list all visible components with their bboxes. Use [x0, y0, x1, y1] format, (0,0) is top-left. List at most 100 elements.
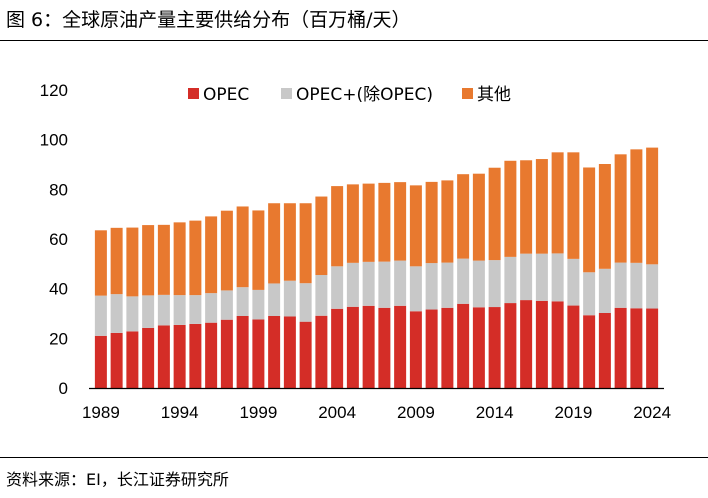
bottom-rule	[0, 457, 708, 458]
bar-segment-opec-2008	[394, 305, 407, 388]
bar-segment-opec-2019	[567, 305, 580, 388]
bar-segment-opec-2013	[472, 307, 485, 388]
bar-segment-other-2015	[504, 160, 517, 257]
bar-segment-opec-plus-2024	[646, 264, 659, 309]
x-tick-label: 2014	[476, 403, 514, 422]
bar-segment-opec-plus-2000	[268, 283, 281, 316]
bar-segment-opec-plus-2015	[504, 256, 517, 304]
x-tick-label: 2024	[633, 403, 671, 422]
bar-segment-other-2006	[362, 183, 375, 262]
bar-segment-opec-2023	[630, 308, 643, 388]
bar-segment-opec-plus-2023	[630, 262, 643, 309]
bar-segment-other-2011	[441, 180, 454, 263]
y-tick-label: 120	[40, 81, 68, 100]
x-tick-label: 1994	[161, 403, 199, 422]
bar-segment-opec-plus-2009	[409, 266, 422, 312]
bar-segment-other-1996	[205, 216, 218, 294]
bar-segment-opec-plus-2002	[299, 283, 312, 322]
bar-segment-other-2004	[331, 186, 344, 267]
x-axis-ticks: 1989 1994 1999 2004 2009 2014 2019 2024	[82, 403, 671, 422]
bar-segment-other-2022	[614, 154, 627, 263]
bar-segment-opec-2002	[299, 321, 312, 388]
bar-segment-other-1990	[110, 227, 123, 295]
bar-segment-opec-2024	[646, 308, 659, 388]
bar-segment-other-2012	[457, 174, 470, 259]
bar-segment-opec-2005	[346, 306, 359, 388]
bar-segment-opec-plus-1993	[157, 294, 170, 326]
bar-segment-other-2001	[283, 203, 296, 281]
legend-label-opec-plus: OPEC+(除OPEC)	[296, 85, 433, 105]
bar-segment-opec-plus-1998	[236, 287, 249, 316]
bar-segment-opec-plus-2011	[441, 262, 454, 308]
bar-segment-other-2007	[378, 182, 391, 262]
bar-segment-opec-2020	[583, 315, 596, 388]
bar-segment-opec-plus-2001	[283, 280, 296, 317]
y-tick-label: 20	[49, 329, 68, 348]
bar-segment-opec-plus-2013	[472, 260, 485, 308]
bar-segment-opec-plus-2012	[457, 258, 470, 304]
bar-segment-opec-2018	[551, 301, 564, 388]
bar-segment-opec-1998	[236, 315, 249, 388]
bar-segment-other-2000	[268, 203, 281, 284]
bar-segment-opec-plus-2018	[551, 253, 564, 302]
bar-segment-other-2008	[394, 182, 407, 261]
bar-segment-opec-1994	[173, 324, 186, 388]
bar-segment-other-2023	[630, 149, 643, 263]
bar-segment-opec-plus-2019	[567, 258, 580, 306]
bar-segment-opec-1990	[110, 332, 123, 388]
bar-segment-opec-plus-2004	[331, 266, 344, 309]
bar-segment-other-2019	[567, 152, 580, 259]
bar-segment-opec-plus-2016	[520, 253, 533, 301]
bar-segment-opec-2003	[315, 315, 328, 388]
bar-segment-other-1998	[236, 206, 249, 288]
bar-segment-other-1999	[252, 210, 265, 290]
x-tick-label: 2004	[318, 403, 356, 422]
x-tick-label: 2019	[554, 403, 592, 422]
bar-segment-other-2021	[598, 164, 611, 269]
bar-group	[94, 147, 659, 388]
bar-segment-opec-1999	[252, 319, 265, 388]
bar-segment-opec-plus-2014	[488, 260, 501, 308]
bar-segment-opec-plus-1996	[205, 293, 218, 323]
bar-segment-opec-2016	[520, 300, 533, 388]
bar-segment-opec-2022	[614, 307, 627, 388]
bar-segment-other-2013	[472, 173, 485, 261]
y-tick-label: 60	[49, 230, 68, 249]
bar-segment-opec-1993	[157, 325, 170, 388]
bar-segment-opec-1997	[220, 319, 233, 388]
bar-segment-other-2018	[551, 152, 564, 254]
source-note: 资料来源：EI，长江证券研究所	[6, 470, 229, 489]
legend-swatch-opec-plus	[281, 88, 292, 99]
bar-segment-opec-plus-2005	[346, 262, 359, 307]
bar-segment-opec-plus-1995	[189, 295, 202, 324]
bar-segment-opec-2001	[283, 316, 296, 388]
bar-segment-opec-plus-1994	[173, 295, 186, 325]
legend-swatch-opec	[188, 88, 199, 99]
bar-segment-opec-1991	[126, 331, 139, 388]
bar-segment-opec-2011	[441, 307, 454, 388]
bar-segment-opec-plus-2021	[598, 268, 611, 313]
bar-segment-opec-plus-1992	[142, 295, 155, 328]
bar-segment-other-2010	[425, 181, 438, 264]
bar-segment-opec-2004	[331, 308, 344, 388]
bar-segment-other-1992	[142, 225, 155, 296]
bar-segment-other-2005	[346, 184, 359, 263]
bar-segment-other-1994	[173, 222, 186, 296]
bar-segment-opec-1995	[189, 323, 202, 388]
bar-segment-opec-plus-2022	[614, 262, 627, 308]
bar-segment-opec-plus-1997	[220, 290, 233, 320]
y-tick-label: 100	[40, 131, 68, 150]
bar-segment-opec-plus-2007	[378, 261, 391, 308]
bar-segment-opec-2010	[425, 309, 438, 388]
bar-segment-other-1995	[189, 220, 202, 296]
bar-segment-opec-plus-1989	[94, 295, 107, 336]
bar-segment-other-2017	[535, 159, 548, 254]
bar-segment-opec-plus-2006	[362, 261, 375, 306]
x-tick-label: 2009	[397, 403, 435, 422]
bar-segment-opec-2006	[362, 305, 375, 388]
bar-segment-opec-2007	[378, 307, 391, 388]
bar-segment-opec-2014	[488, 307, 501, 388]
bar-segment-other-1991	[126, 227, 139, 297]
y-axis-ticks: 0 20 40 60 80 100 120	[40, 81, 68, 398]
bar-segment-other-2003	[315, 196, 328, 276]
